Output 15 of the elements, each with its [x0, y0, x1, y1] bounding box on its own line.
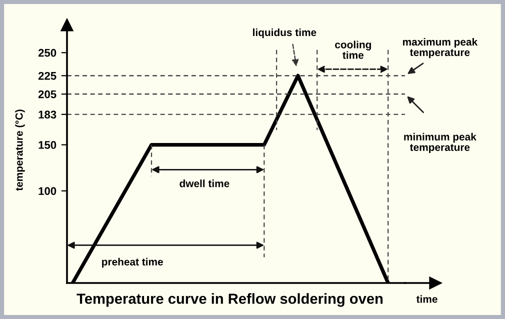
- y-tick-label: 225: [38, 72, 56, 80]
- y-tick-label: 100: [38, 187, 56, 195]
- y-tick-label: 205: [38, 90, 56, 98]
- annotation: cooling time: [335, 40, 371, 59]
- y-tick-label: 183: [38, 110, 56, 119]
- annotation: maximum peak temperature: [402, 38, 478, 58]
- text: Temperature curve in Reflow soldering oven: [76, 293, 383, 307]
- annotation: minimum peak temperature: [404, 132, 476, 154]
- y-axis-title: temperature (°C): [15, 110, 25, 191]
- annotation: dwell time: [180, 180, 230, 188]
- y-tick-label: 150: [38, 141, 56, 149]
- y-tick-label: 250: [38, 48, 56, 57]
- x-axis-title: time: [416, 295, 438, 303]
- annotation: preheat time: [102, 258, 163, 268]
- annotation: liquidus time: [253, 28, 316, 38]
